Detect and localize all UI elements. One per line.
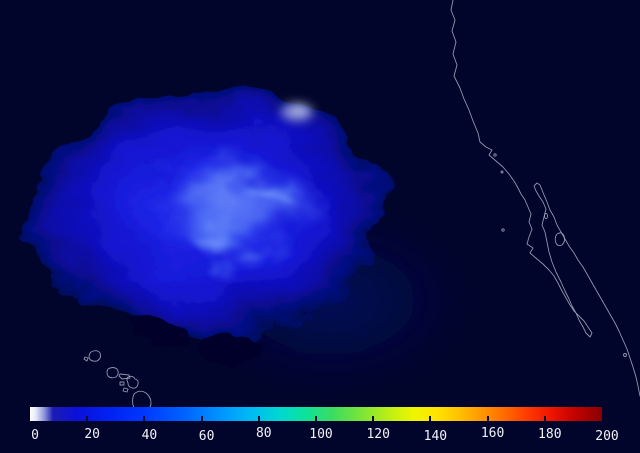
island-kahoolawe <box>122 387 129 393</box>
colorbar-tick-label: 20 <box>84 427 101 442</box>
island-maui <box>126 375 139 389</box>
colorbar-tick-mark <box>429 416 432 421</box>
colorbar-tick-label: 140 <box>423 429 448 444</box>
colorbar-tick-label: 0 <box>31 428 39 443</box>
colorbar-tick-label: 100 <box>309 427 333 442</box>
colorbar-tick-mark <box>143 416 146 421</box>
colorbar-tick-label: 120 <box>366 427 390 442</box>
colorbar-tick-label: 180 <box>538 427 562 442</box>
colorbar-tick-mark <box>372 416 375 421</box>
north-america-coastline-path <box>450 0 640 397</box>
island-niihau <box>83 356 89 362</box>
colorbar-tick-mark <box>543 416 546 421</box>
hawaiian-islands <box>83 350 152 413</box>
island-oahu <box>106 367 119 379</box>
colorbar-tick-mark <box>315 416 317 421</box>
island-kauai <box>88 350 102 362</box>
colorbar-tick-mark <box>486 416 489 421</box>
island-lanai <box>119 381 125 386</box>
colorbar-tick-label: 160 <box>480 426 505 441</box>
colorbar-tick-mark <box>200 416 203 421</box>
bright-spot <box>281 103 313 121</box>
colorbar-gradient <box>30 407 602 421</box>
colorbar-tick-label: 60 <box>198 429 215 444</box>
data-swath-bright-core <box>150 147 326 263</box>
coastal-islands <box>493 153 627 357</box>
colorbar-tick-label: 40 <box>141 428 158 443</box>
colorbar-tick-mark <box>86 416 89 421</box>
island-molokai <box>118 373 131 380</box>
colorbar: 0 20 40 60 80 100 120 140 160 180 200 <box>30 407 619 443</box>
colorbar-tick-label: 80 <box>255 426 272 441</box>
colorbar-tick-mark <box>257 416 260 421</box>
coastlines <box>83 0 640 413</box>
colorbar-tick-label: 200 <box>595 429 619 444</box>
